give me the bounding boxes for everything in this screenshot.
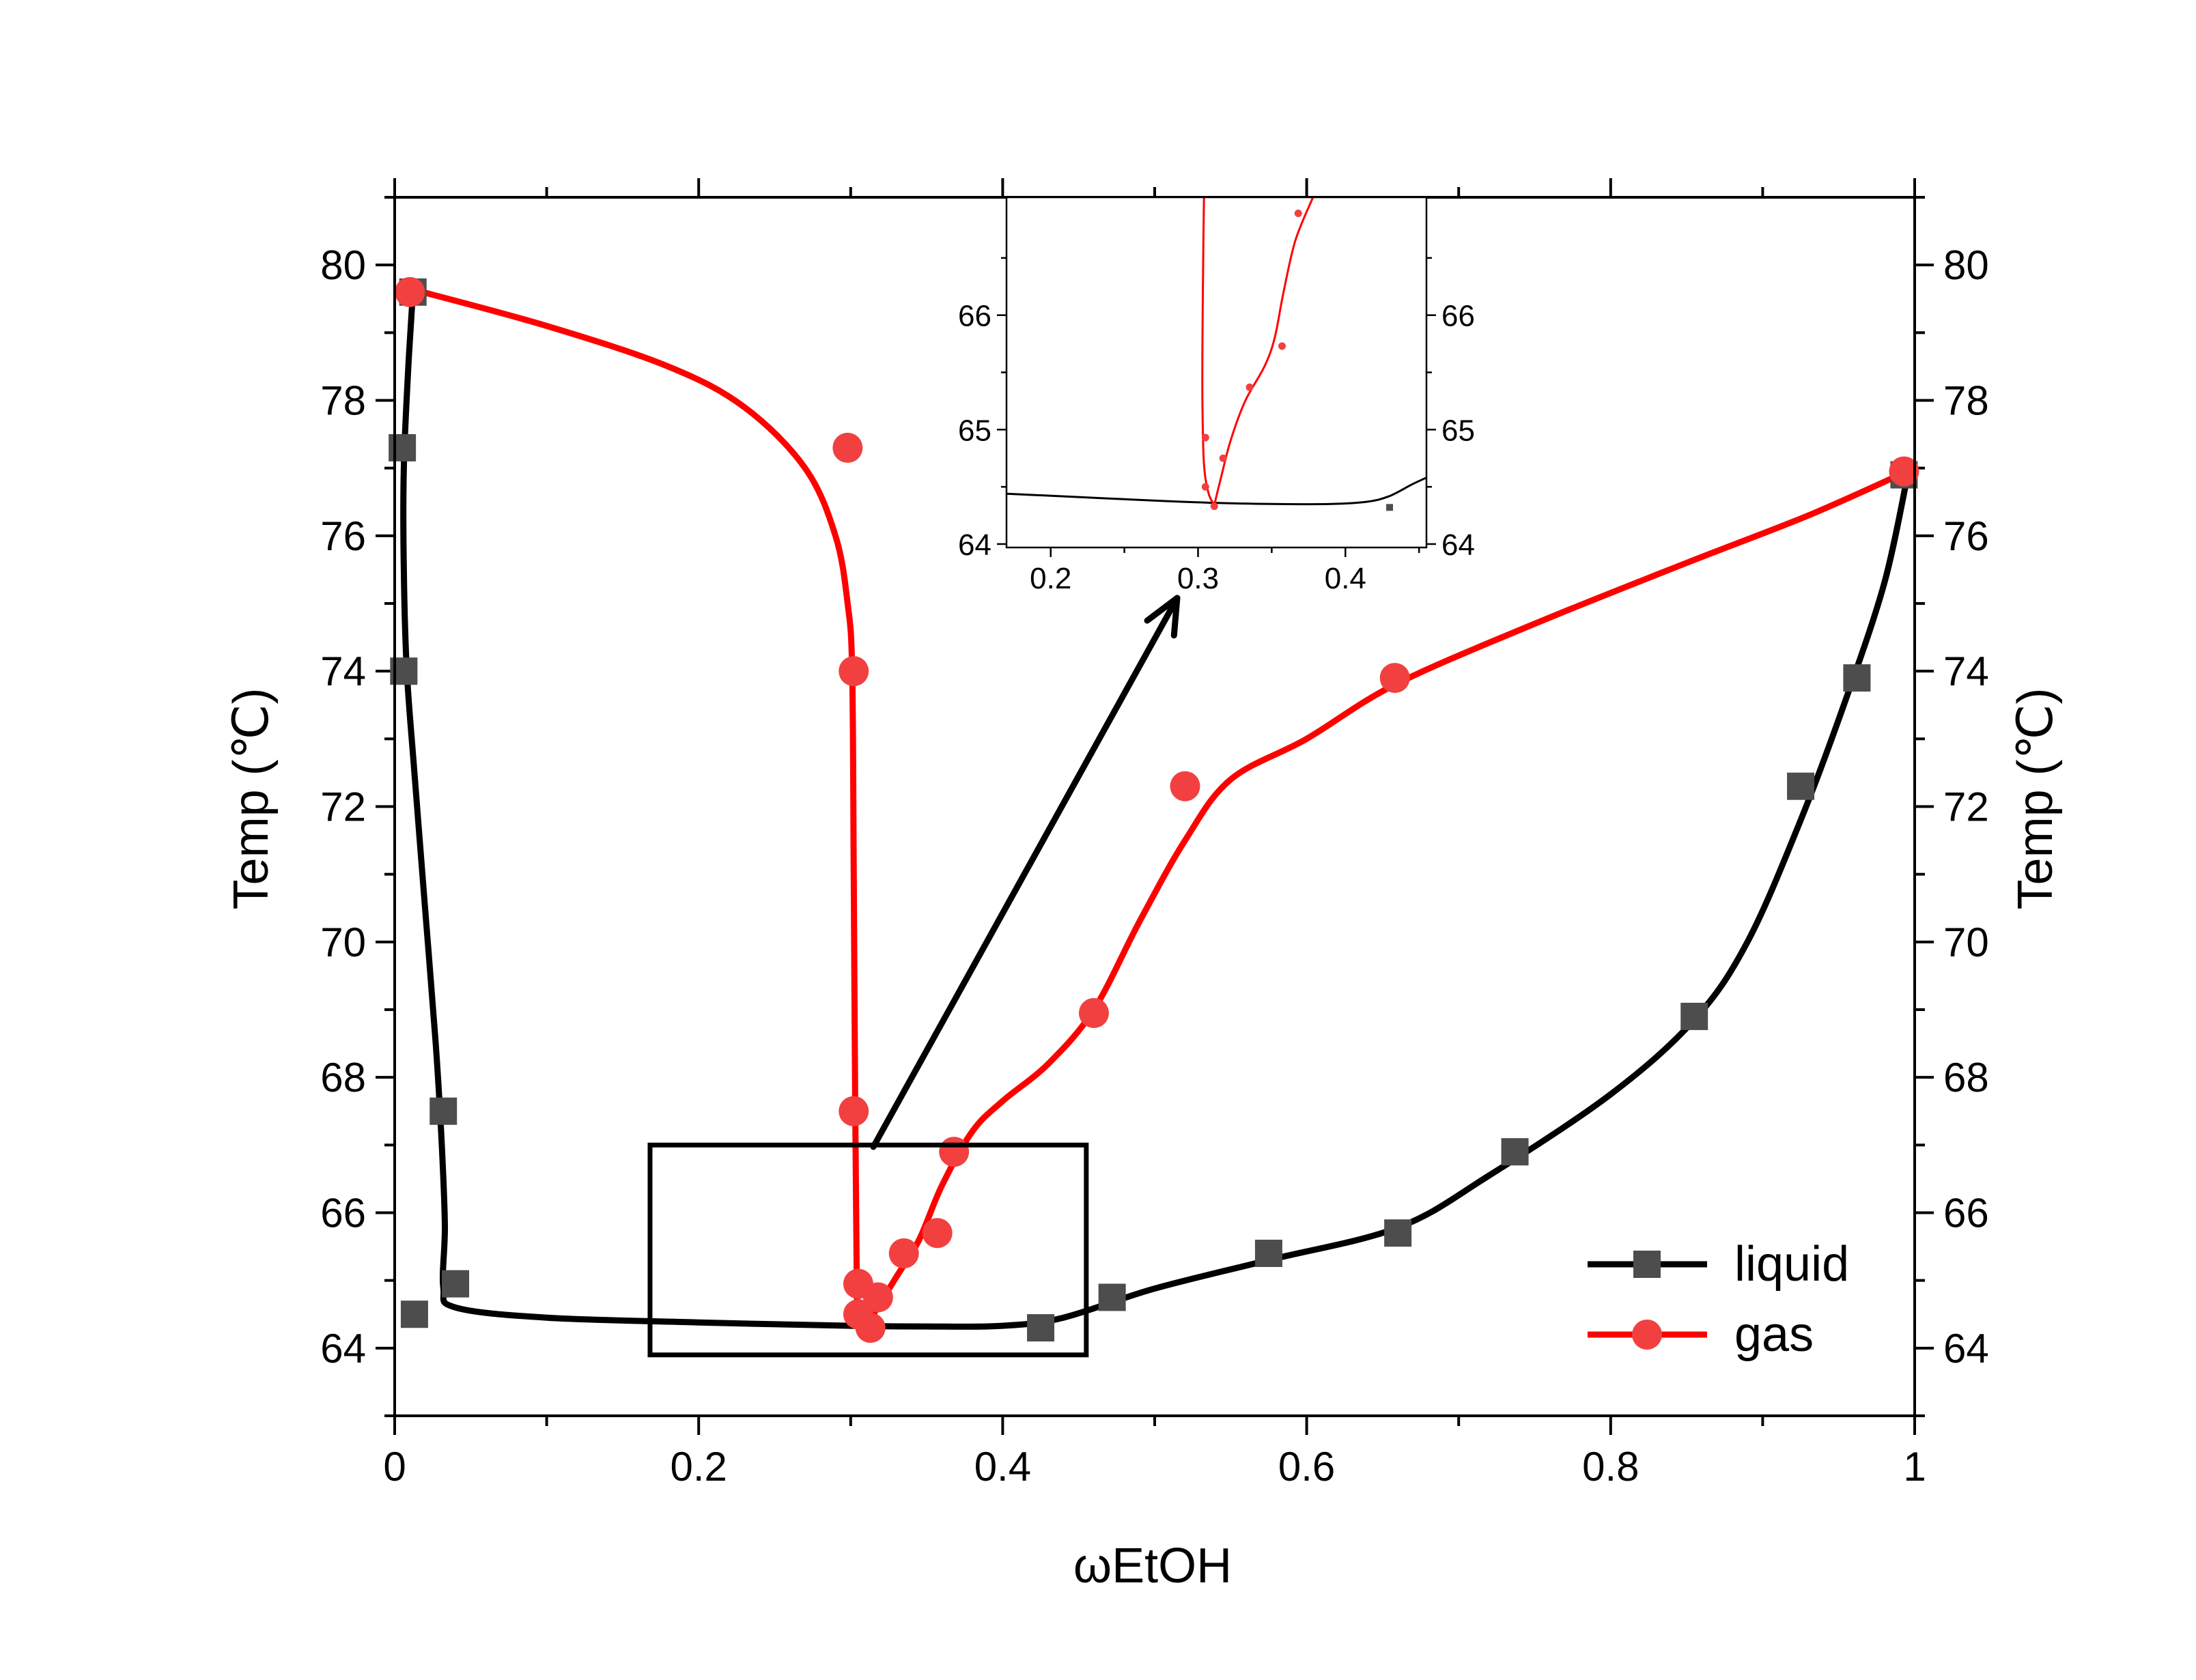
liquid-point xyxy=(1384,1219,1412,1247)
inset-y-tick-label-right: 66 xyxy=(1441,300,1475,333)
y-tick-label: 68 xyxy=(320,1055,366,1100)
legend-item-gas: gas xyxy=(1588,1307,1814,1362)
inset-x-tick-label: 0.3 xyxy=(1177,562,1219,595)
legend-item-liquid: liquid xyxy=(1588,1237,1849,1292)
gas-point xyxy=(888,1238,919,1268)
x-tick-label: 0.6 xyxy=(1278,1444,1335,1490)
x-axis-title: ωEtOH xyxy=(1073,1539,1232,1593)
liquid-point xyxy=(430,1097,458,1125)
y-tick-label-right: 72 xyxy=(1943,784,1989,830)
gas-point xyxy=(922,1218,953,1249)
inset-frame xyxy=(1005,196,1428,549)
y-tick-label: 78 xyxy=(320,378,366,424)
inset-x-tick-label: 0.4 xyxy=(1325,562,1366,595)
legend: liquid gas xyxy=(1588,1237,1849,1362)
inset-x-tick-label: 0.2 xyxy=(1030,562,1071,595)
y-tick-label-right: 80 xyxy=(1943,242,1989,288)
y-tick-label: 66 xyxy=(320,1191,366,1236)
y-tick-label: 74 xyxy=(320,649,366,694)
y-axis-title-right: Temp (℃) xyxy=(2008,688,2063,910)
gas-point xyxy=(832,432,863,463)
inset-plot: 0.2 0.3 0.4 64 64 65 65 66 66 xyxy=(958,196,1475,595)
gas-point xyxy=(1889,456,1919,487)
liquid-point xyxy=(1680,1002,1708,1030)
zoom-arrow xyxy=(870,595,1181,1150)
gas-point xyxy=(839,1096,869,1126)
inset-gas-curve-right xyxy=(1213,197,1314,506)
liquid-point xyxy=(389,433,417,461)
y-tick-label-right: 78 xyxy=(1943,378,1989,424)
inset-axis-ticks: 0.2 0.3 0.4 64 64 65 65 66 66 xyxy=(958,257,1475,595)
inset-gas-point xyxy=(1201,483,1209,491)
legend-marker-liquid xyxy=(1633,1251,1661,1278)
inset-y-tick-label-right: 64 xyxy=(1441,528,1475,562)
inset-gas-point xyxy=(1201,433,1209,442)
y-tick-label: 76 xyxy=(320,513,366,559)
inset-background xyxy=(1006,197,1426,547)
inset-gas-point xyxy=(1210,502,1218,511)
gas-point xyxy=(1078,997,1109,1028)
liquid-point xyxy=(1027,1314,1055,1342)
y-tick-label-right: 70 xyxy=(1943,920,1989,965)
legend-label-liquid: liquid xyxy=(1734,1237,1849,1292)
gas-point xyxy=(839,656,869,687)
liquid-point xyxy=(1843,664,1871,692)
x-tick-label: 0.8 xyxy=(1582,1444,1639,1490)
zoom-box xyxy=(647,1142,1089,1358)
y-tick-label-right: 76 xyxy=(1943,513,1989,559)
legend-marker-gas xyxy=(1632,1320,1662,1350)
liquid-point xyxy=(1787,772,1815,800)
inset-y-tick-label: 64 xyxy=(958,528,991,562)
inset-gas-point xyxy=(1278,342,1286,350)
liquid-point xyxy=(1254,1240,1282,1267)
gas-point xyxy=(862,1282,893,1313)
inset-y-tick-label: 66 xyxy=(958,300,991,333)
liquid-point xyxy=(400,1300,428,1328)
liquid-point xyxy=(1098,1283,1126,1311)
inset-y-tick-label-right: 65 xyxy=(1441,414,1475,447)
liquid-point xyxy=(1501,1138,1529,1166)
arrow-shaft xyxy=(870,595,1181,1150)
x-tick-label: 0 xyxy=(383,1444,406,1490)
y-axis-title: Temp (℃) xyxy=(224,688,279,910)
inset-y-tick-label: 65 xyxy=(958,414,991,447)
gas-point xyxy=(939,1137,970,1167)
inset-markers xyxy=(1201,209,1394,511)
arrow-head xyxy=(1144,595,1181,639)
y-tick-label: 72 xyxy=(320,784,366,830)
inset-gas-point xyxy=(1219,454,1227,462)
y-tick-label-right: 64 xyxy=(1943,1326,1989,1371)
inset-gas-point xyxy=(1245,383,1254,391)
inset-gas-curve-left xyxy=(1201,197,1215,506)
liquid-point xyxy=(442,1270,470,1298)
legend-label-gas: gas xyxy=(1734,1307,1814,1362)
y-tick-label-right: 66 xyxy=(1943,1191,1989,1236)
inset-curves xyxy=(1006,197,1427,506)
gas-point xyxy=(855,1313,886,1343)
main-axis-ticks: 0 0.2 0.4 0.6 0.8 1 64 64 66 66 68 68 70 70 72 72 74 74 76… xyxy=(320,178,1989,1490)
y-tick-label: 80 xyxy=(320,242,366,288)
y-tick-label-right: 74 xyxy=(1943,649,1989,694)
inset-liquid-curve xyxy=(1006,476,1427,506)
y-tick-label: 70 xyxy=(320,920,366,965)
x-tick-label: 1 xyxy=(1903,1444,1926,1490)
gas-point xyxy=(395,276,425,307)
inset-gas-point xyxy=(1294,209,1302,217)
inset-liquid-point xyxy=(1386,504,1394,511)
gas-point xyxy=(1379,663,1410,694)
x-tick-label: 0.4 xyxy=(974,1444,1031,1490)
y-tick-label-right: 68 xyxy=(1943,1055,1989,1100)
y-tick-label: 64 xyxy=(320,1326,366,1371)
gas-point xyxy=(1170,771,1200,801)
x-tick-label: 0.2 xyxy=(670,1444,727,1490)
